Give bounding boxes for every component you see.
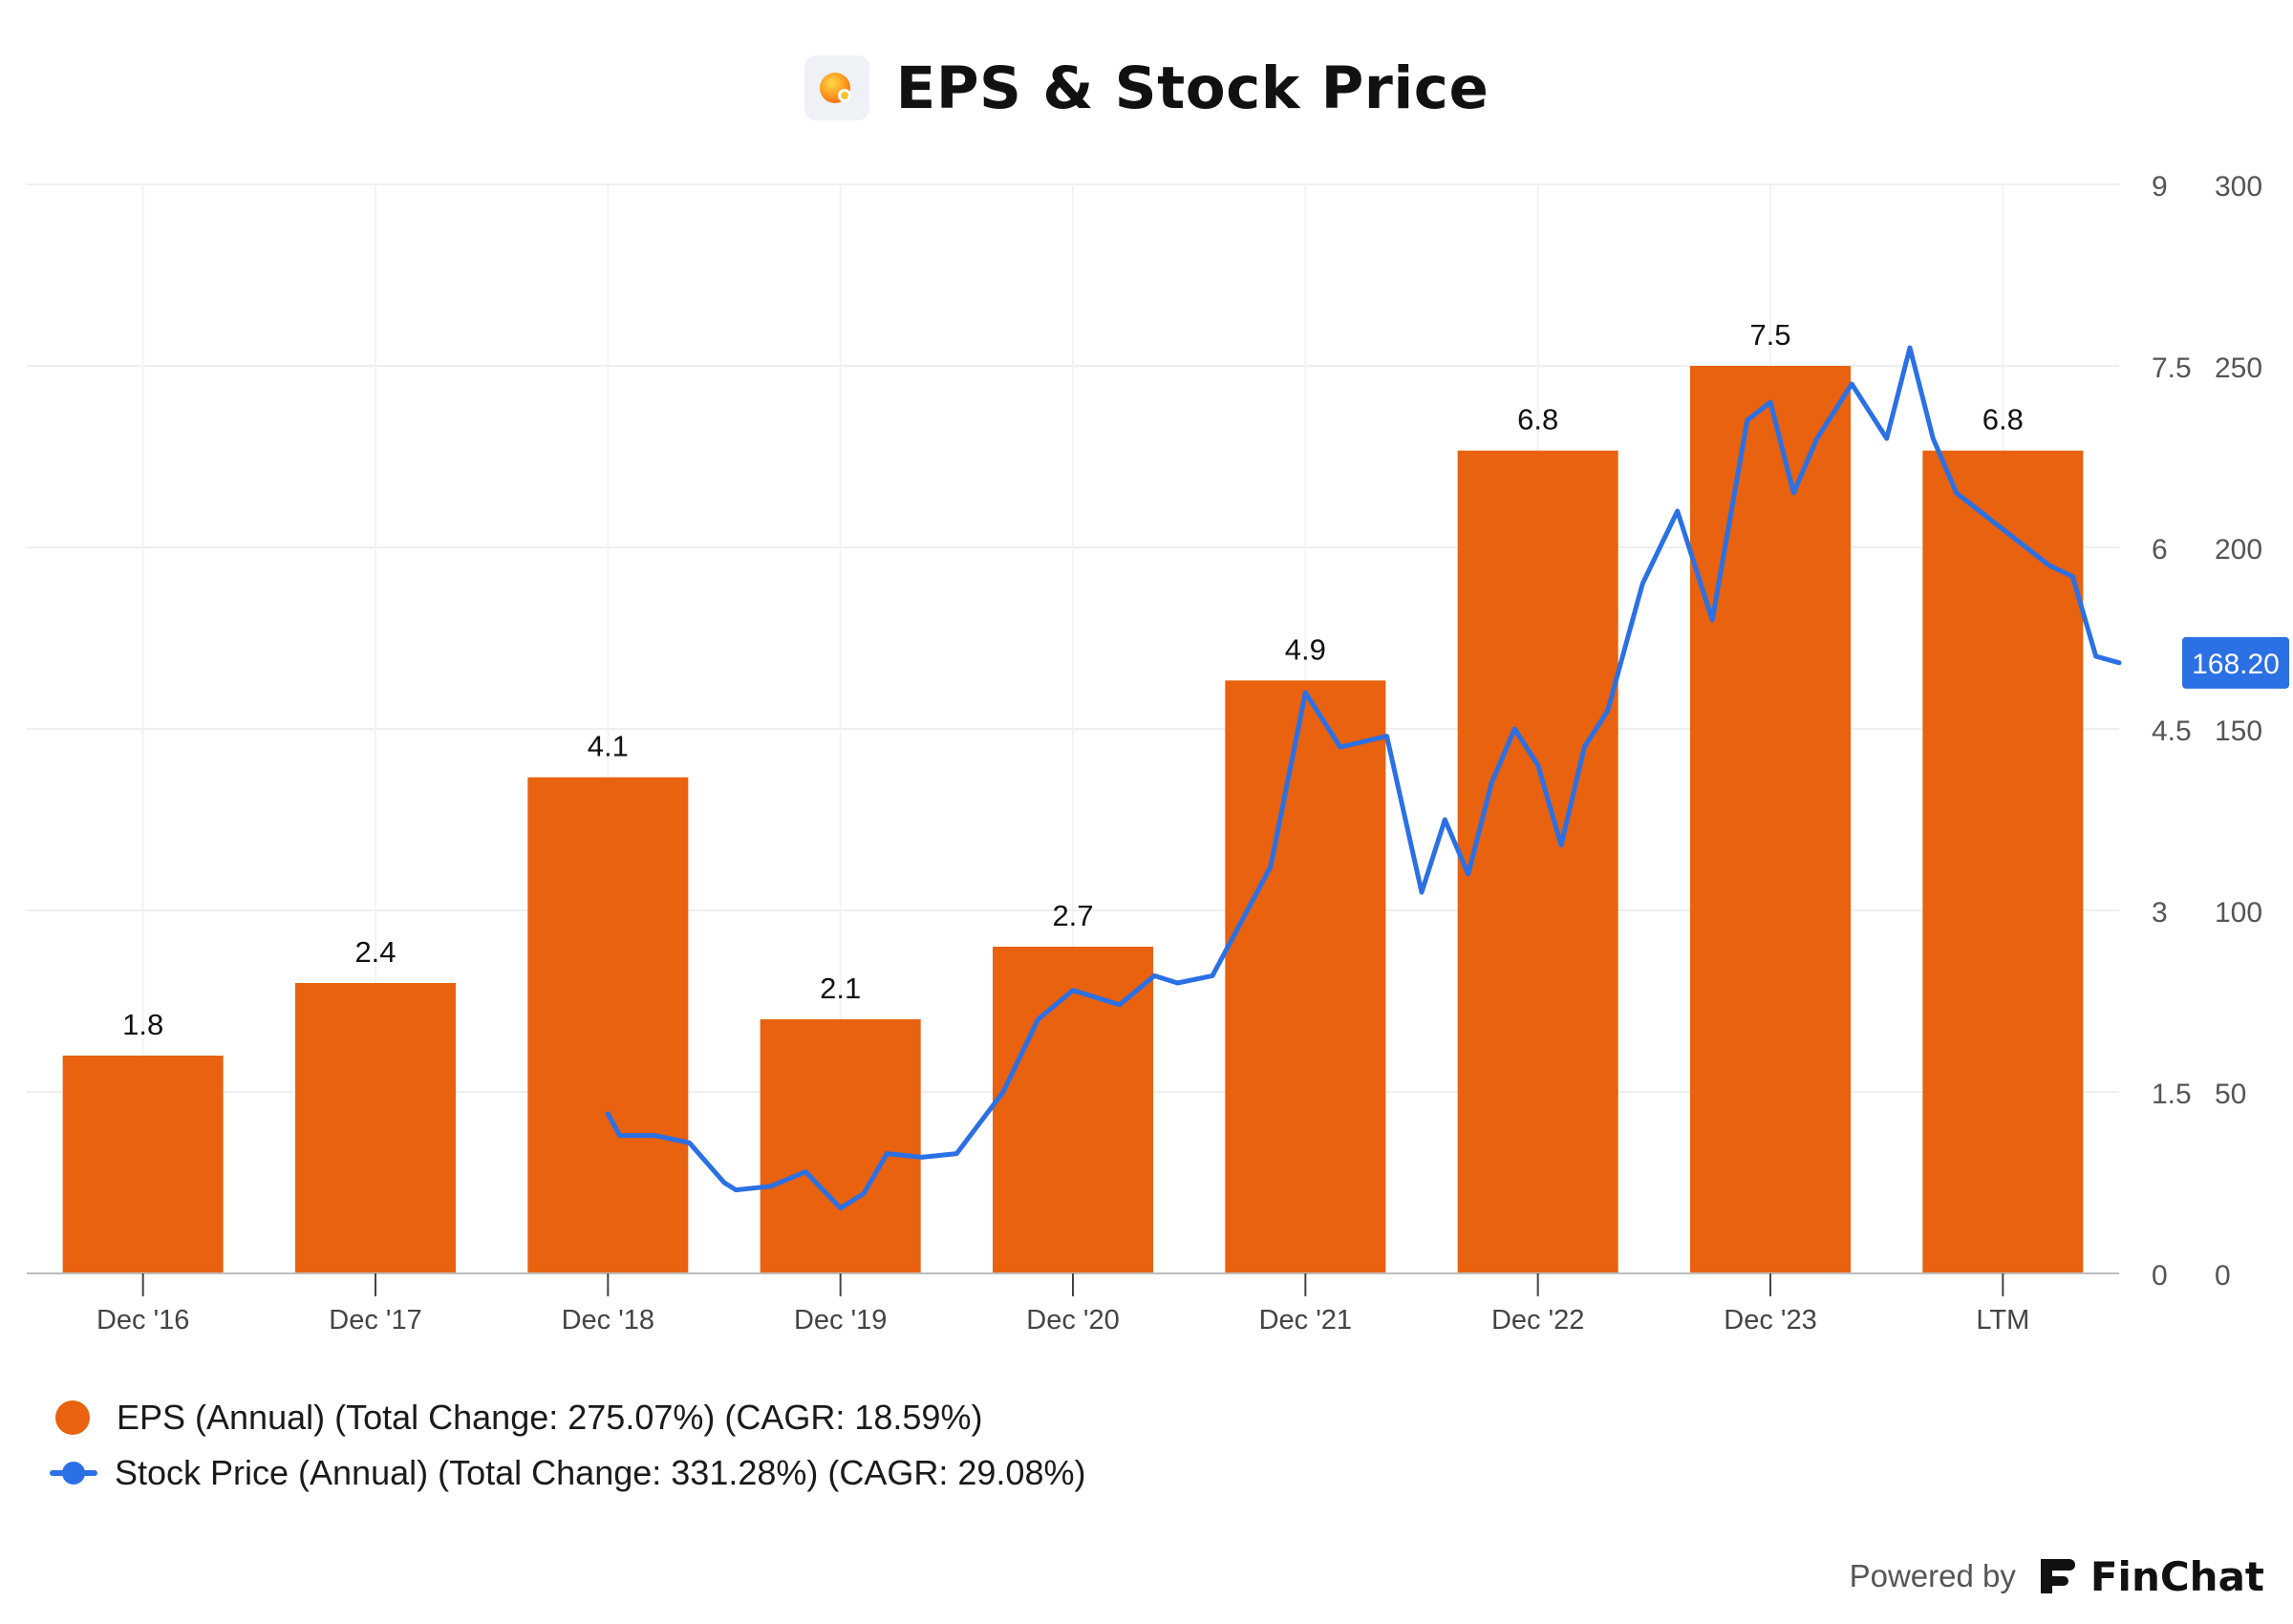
powered-by-label: Powered by	[1849, 1558, 2016, 1593]
eps-bar	[62, 1056, 224, 1273]
legend-eps-label: EPS (Annual) (Total Change: 275.07%) (CA…	[117, 1398, 983, 1437]
last-price-badge	[2182, 636, 2289, 689]
x-axis-tick-label: Dec '17	[329, 1305, 421, 1336]
legend-eps-swatch	[55, 1400, 90, 1435]
eps-value-label: 2.7	[1052, 899, 1093, 932]
eps-value-label: 6.8	[1982, 403, 2024, 437]
eps-bar	[527, 777, 689, 1273]
eps-value-label: 4.9	[1285, 632, 1326, 666]
left-axis-tick-label: 9	[2152, 171, 2168, 203]
right-axis-tick-label: 300	[2215, 171, 2262, 203]
eps-bar	[1457, 450, 1618, 1274]
powered-by-footer[interactable]: Powered by FinChat	[1850, 1548, 2264, 1605]
x-axis-tick-label: Dec '19	[794, 1305, 887, 1336]
chart-legend: EPS (Annual) (Total Change: 275.07%) (CA…	[50, 1390, 1085, 1501]
left-axis-tick-label: 3	[2152, 897, 2168, 929]
eps-value-label: 4.1	[588, 730, 629, 763]
finchat-brand: FinChat	[2089, 1552, 2264, 1600]
last-price-badge-label: 168.20	[2192, 649, 2280, 680]
right-axis-tick-label: 150	[2215, 716, 2262, 747]
right-axis-tick-label: 100	[2215, 897, 2262, 929]
x-axis-tick-label: Dec '18	[562, 1305, 654, 1336]
left-axis-tick-label: 7.5	[2152, 353, 2192, 384]
right-axis-tick-label: 200	[2215, 534, 2262, 566]
x-axis-tick-label: Dec '22	[1491, 1305, 1584, 1336]
left-axis-tick-label: 0	[2152, 1260, 2168, 1292]
eps-value-label: 6.8	[1517, 403, 1558, 437]
right-axis-tick-label: 250	[2215, 353, 2262, 384]
eps-bar	[1690, 366, 1851, 1273]
eps-value-label: 1.8	[122, 1008, 163, 1041]
stock-price-line	[605, 345, 2122, 1211]
right-axis-tick-label: 50	[2215, 1079, 2246, 1110]
legend-item-eps[interactable]: EPS (Annual) (Total Change: 275.07%) (CA…	[50, 1390, 1085, 1445]
left-axis-tick-label: 6	[2152, 534, 2168, 566]
x-axis-tick-label: Dec '23	[1724, 1305, 1816, 1336]
legend-price-swatch	[50, 1462, 97, 1485]
eps-bar	[760, 1019, 921, 1273]
left-axis-tick-label: 1.5	[2152, 1079, 2192, 1110]
x-axis-tick-label: Dec '20	[1026, 1305, 1119, 1336]
eps-bar	[1922, 450, 2084, 1274]
chart-title-area: EPS & Stock Price	[0, 50, 2293, 126]
x-axis-tick-label: LTM	[1976, 1305, 2029, 1336]
eps-value-label: 7.5	[1749, 318, 1790, 352]
eps-value-label: 2.1	[820, 972, 861, 1005]
chart-title: EPS & Stock Price	[895, 53, 1489, 122]
x-axis-tick-label: Dec '21	[1259, 1305, 1352, 1336]
eps-price-chart: 0 1.5 3 4.5 6 7.5 9 0 50 100 150 200 250 300 1.8 2.4 4.1…	[27, 171, 2289, 1336]
finchat-orb-icon	[804, 55, 869, 120]
x-axis-tick-label: Dec '16	[96, 1305, 189, 1336]
eps-value-label: 2.4	[354, 935, 396, 969]
eps-bar	[295, 983, 456, 1273]
left-axis-tick-label: 4.5	[2152, 716, 2192, 747]
eps-bar	[1225, 680, 1386, 1273]
finchat-logo-icon	[2040, 1559, 2075, 1593]
right-axis-tick-label: 0	[2215, 1260, 2231, 1292]
legend-item-price[interactable]: Stock Price (Annual) (Total Change: 331.…	[50, 1445, 1085, 1501]
legend-price-label: Stock Price (Annual) (Total Change: 331.…	[115, 1453, 1086, 1492]
